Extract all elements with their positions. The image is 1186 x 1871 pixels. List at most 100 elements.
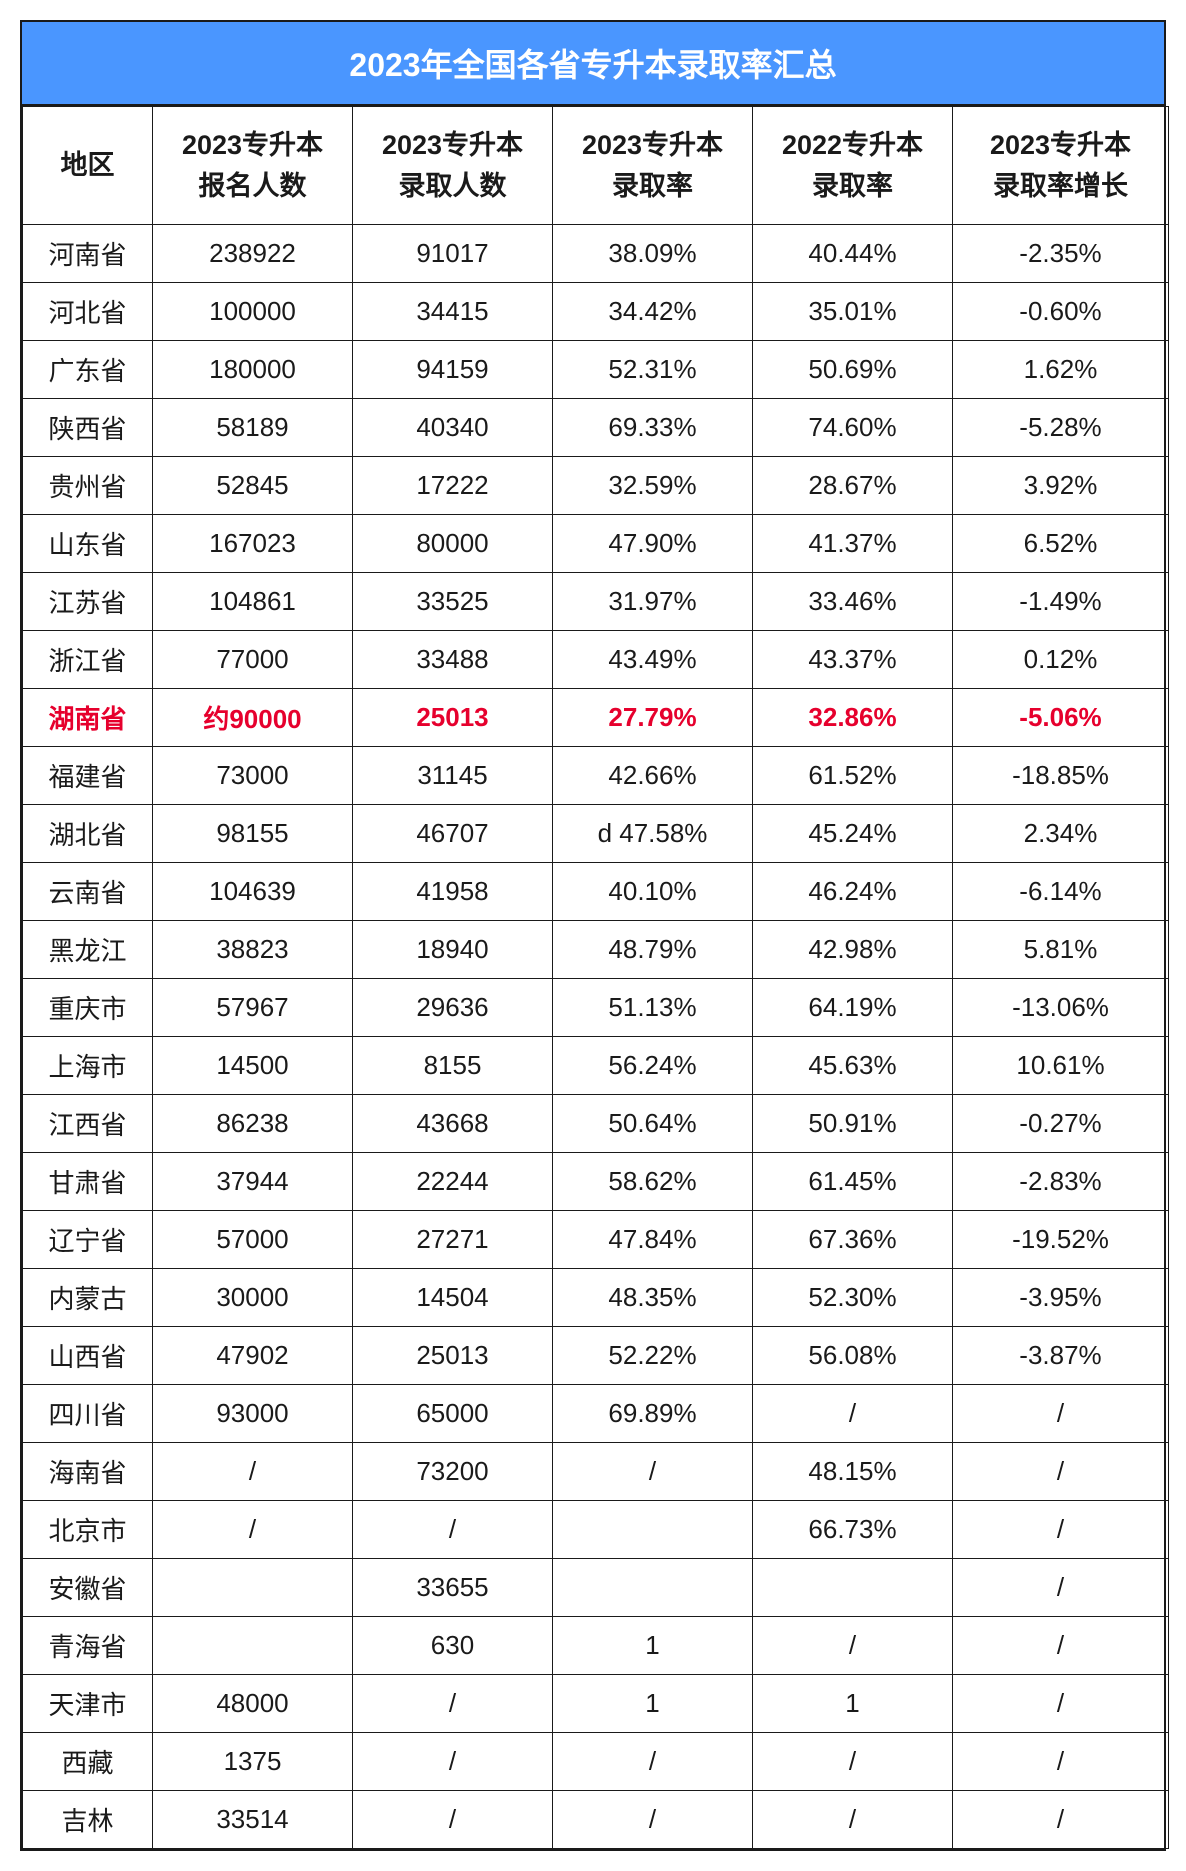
cell-applicants: 52845 [153,457,353,515]
cell-delta: -6.14% [953,863,1169,921]
cell-rate2023: 51.13% [553,979,753,1037]
table-row: 河南省2389229101738.09%40.44%-2.35% [23,225,1169,283]
cell-rate2023: 34.42% [553,283,753,341]
table-row: 黑龙江388231894048.79%42.98%5.81% [23,921,1169,979]
cell-applicants: 73000 [153,747,353,805]
cell-applicants: 100000 [153,283,353,341]
cell-rate2023: 47.90% [553,515,753,573]
table-row: 福建省730003114542.66%61.52%-18.85% [23,747,1169,805]
cell-delta: / [953,1501,1169,1559]
cell-rate2023: 69.33% [553,399,753,457]
cell-rate2023 [553,1501,753,1559]
cell-applicants: / [153,1443,353,1501]
cell-delta: 1.62% [953,341,1169,399]
table-row: 湖南省约900002501327.79%32.86%-5.06% [23,689,1169,747]
col-applicants: 2023专升本报名人数 [153,107,353,225]
cell-rate2023: 1 [553,1617,753,1675]
cell-region: 西藏 [23,1733,153,1791]
admission-table: 地区 2023专升本报名人数 2023专升本录取人数 2023专升本录取率 20… [22,106,1169,1849]
table-header-row: 地区 2023专升本报名人数 2023专升本录取人数 2023专升本录取率 20… [23,107,1169,225]
cell-rate2022: 61.52% [753,747,953,805]
cell-admitted: 27271 [353,1211,553,1269]
cell-admitted: 91017 [353,225,553,283]
cell-region: 天津市 [23,1675,153,1733]
cell-delta: -18.85% [953,747,1169,805]
cell-rate2022: 43.37% [753,631,953,689]
cell-applicants [153,1617,353,1675]
cell-delta: 10.61% [953,1037,1169,1095]
cell-region: 重庆市 [23,979,153,1037]
cell-rate2022: 56.08% [753,1327,953,1385]
cell-applicants: / [153,1501,353,1559]
table-row: 甘肃省379442224458.62%61.45%-2.83% [23,1153,1169,1211]
cell-rate2023: 32.59% [553,457,753,515]
cell-admitted: 33655 [353,1559,553,1617]
cell-applicants [153,1559,353,1617]
cell-region: 云南省 [23,863,153,921]
cell-region: 湖南省 [23,689,153,747]
table-row: 西藏1375//// [23,1733,1169,1791]
cell-region: 辽宁省 [23,1211,153,1269]
cell-admitted: 43668 [353,1095,553,1153]
cell-applicants: 57000 [153,1211,353,1269]
cell-region: 山东省 [23,515,153,573]
cell-rate2023: 31.97% [553,573,753,631]
cell-applicants: 77000 [153,631,353,689]
cell-rate2022: 40.44% [753,225,953,283]
cell-delta: -19.52% [953,1211,1169,1269]
cell-delta: -3.95% [953,1269,1169,1327]
cell-delta: -5.28% [953,399,1169,457]
cell-rate2023: / [553,1443,753,1501]
col-region: 地区 [23,107,153,225]
cell-rate2023: 48.79% [553,921,753,979]
cell-region: 上海市 [23,1037,153,1095]
cell-admitted: 46707 [353,805,553,863]
cell-region: 山西省 [23,1327,153,1385]
cell-admitted: 25013 [353,1327,553,1385]
cell-admitted: / [353,1675,553,1733]
cell-admitted: 40340 [353,399,553,457]
cell-region: 吉林 [23,1791,153,1849]
cell-applicants: 48000 [153,1675,353,1733]
cell-rate2023: 52.31% [553,341,753,399]
cell-delta: 6.52% [953,515,1169,573]
cell-rate2022: 67.36% [753,1211,953,1269]
table-row: 广东省1800009415952.31%50.69%1.62% [23,341,1169,399]
cell-region: 四川省 [23,1385,153,1443]
table-row: 安徽省33655/ [23,1559,1169,1617]
cell-delta: / [953,1617,1169,1675]
cell-admitted: 34415 [353,283,553,341]
table-title: 2023年全国各省专升本录取率汇总 [22,22,1164,106]
cell-region: 湖北省 [23,805,153,863]
cell-rate2022: 74.60% [753,399,953,457]
cell-rate2023: 47.84% [553,1211,753,1269]
cell-rate2023: 56.24% [553,1037,753,1095]
cell-admitted: 41958 [353,863,553,921]
cell-applicants: 238922 [153,225,353,283]
table-row: 山西省479022501352.22%56.08%-3.87% [23,1327,1169,1385]
cell-rate2023 [553,1559,753,1617]
cell-admitted: 14504 [353,1269,553,1327]
cell-delta: -1.49% [953,573,1169,631]
cell-admitted: 33488 [353,631,553,689]
cell-rate2022: 64.19% [753,979,953,1037]
cell-delta: -2.35% [953,225,1169,283]
cell-applicants: 104639 [153,863,353,921]
cell-rate2023: 40.10% [553,863,753,921]
cell-rate2023: 50.64% [553,1095,753,1153]
cell-admitted: 73200 [353,1443,553,1501]
cell-rate2022: / [753,1617,953,1675]
cell-delta: 2.34% [953,805,1169,863]
cell-delta: / [953,1791,1169,1849]
cell-admitted: 94159 [353,341,553,399]
cell-applicants: 86238 [153,1095,353,1153]
cell-applicants: 57967 [153,979,353,1037]
cell-rate2023: / [553,1733,753,1791]
cell-rate2022: 66.73% [753,1501,953,1559]
cell-region: 内蒙古 [23,1269,153,1327]
cell-admitted: / [353,1501,553,1559]
cell-applicants: 14500 [153,1037,353,1095]
cell-applicants: 30000 [153,1269,353,1327]
cell-region: 河南省 [23,225,153,283]
cell-rate2023: 42.66% [553,747,753,805]
